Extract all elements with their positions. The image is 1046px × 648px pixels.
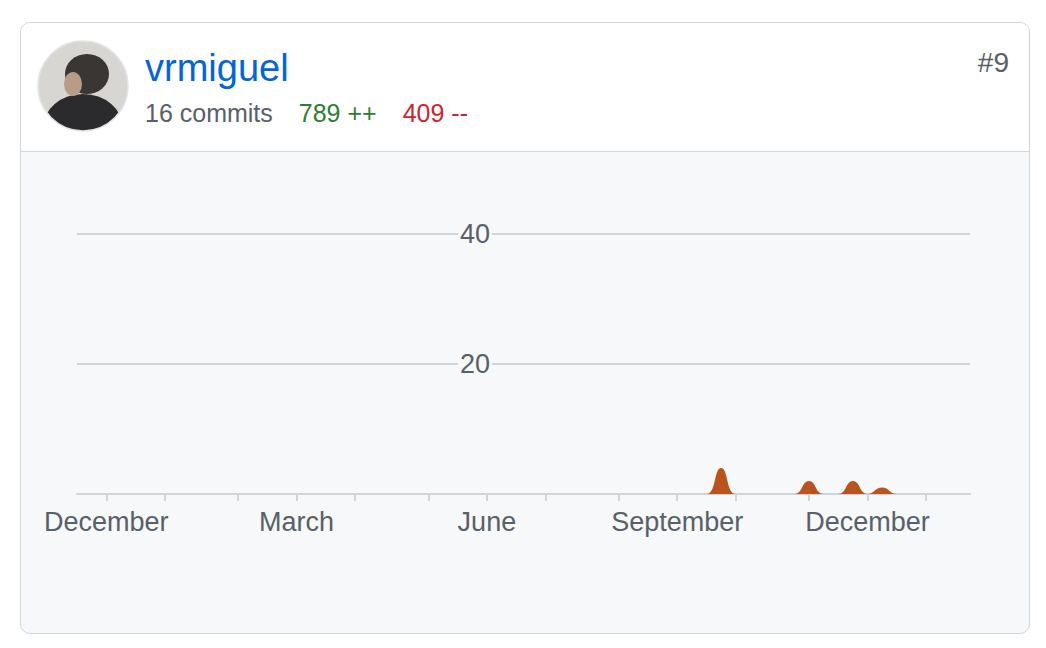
html-text:409 --: 409 --: [402, 99, 468, 127]
svg-text:20: 20: [460, 349, 490, 379]
html-text:789 ++: 789 ++: [298, 99, 377, 127]
svg-text:June: June: [458, 507, 517, 537]
svg-text:September: September: [611, 507, 743, 537]
html-text:vrmiguel: vrmiguel: [145, 47, 289, 89]
svg-text:March: March: [259, 507, 334, 537]
svg-text:40: 40: [460, 219, 490, 249]
svg-text:December: December: [805, 507, 930, 537]
html-text:16 commits: 16 commits: [145, 99, 273, 127]
svg-text:December: December: [44, 507, 169, 537]
html-text:#9: #9: [977, 47, 1009, 78]
